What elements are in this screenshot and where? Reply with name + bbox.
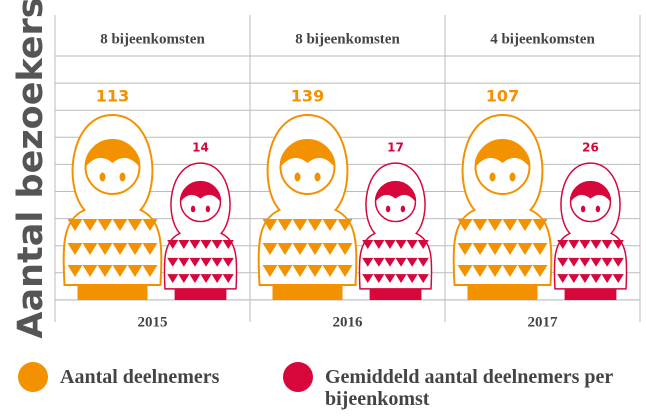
data-label: 139 — [291, 87, 324, 106]
doll-eye — [401, 206, 405, 213]
column-subtitle: 4 bijeenkomsten — [490, 31, 595, 47]
doll — [164, 163, 236, 300]
doll-eye — [386, 206, 390, 213]
x-tick-label: 2016 — [333, 314, 364, 330]
doll-eye — [510, 173, 516, 182]
x-tick-label: 2015 — [138, 314, 168, 330]
data-label: 26 — [582, 141, 599, 155]
doll — [359, 163, 431, 300]
doll-base — [273, 285, 343, 300]
doll — [554, 163, 626, 300]
doll-base — [370, 289, 422, 300]
doll-eye — [581, 206, 585, 213]
doll-eye — [120, 173, 126, 182]
doll-eye — [206, 206, 210, 213]
legend-swatch — [18, 362, 48, 392]
legend-swatch — [283, 362, 313, 392]
data-label: 107 — [486, 87, 519, 106]
column-subtitle: 8 bijeenkomsten — [100, 31, 205, 47]
chart: Aantal bezoekers 8 bijeenkomsten 2015 113 1… — [0, 0, 646, 350]
doll — [454, 115, 552, 300]
doll — [64, 115, 162, 300]
doll-eye — [596, 206, 600, 213]
column-subtitle: 8 bijeenkomsten — [295, 31, 400, 47]
data-label: 17 — [387, 141, 404, 155]
data-label: 113 — [96, 87, 129, 106]
doll-eye — [490, 173, 496, 182]
doll-base — [565, 289, 617, 300]
doll — [259, 115, 357, 300]
doll-eye — [295, 173, 301, 182]
legend-label: Gemiddeld aantal deelnemers per bijeenko… — [325, 362, 625, 410]
legend: Aantal deelnemers Gemiddeld aantal deeln… — [0, 362, 646, 417]
doll-base — [78, 285, 148, 300]
doll-eye — [100, 173, 106, 182]
doll-base — [468, 285, 538, 300]
doll-eye — [191, 206, 195, 213]
legend-item: Aantal deelnemers — [18, 362, 219, 392]
x-tick-label: 2017 — [528, 314, 559, 330]
legend-item: Gemiddeld aantal deelnemers per bijeenko… — [283, 362, 633, 410]
doll-eye — [315, 173, 321, 182]
data-label: 14 — [192, 141, 209, 155]
doll-base — [175, 289, 227, 300]
page: Aantal bezoekers 8 bijeenkomsten 2015 113 1… — [0, 0, 646, 417]
y-axis-label: Aantal bezoekers — [11, 0, 51, 339]
legend-label: Aantal deelnemers — [60, 362, 219, 388]
